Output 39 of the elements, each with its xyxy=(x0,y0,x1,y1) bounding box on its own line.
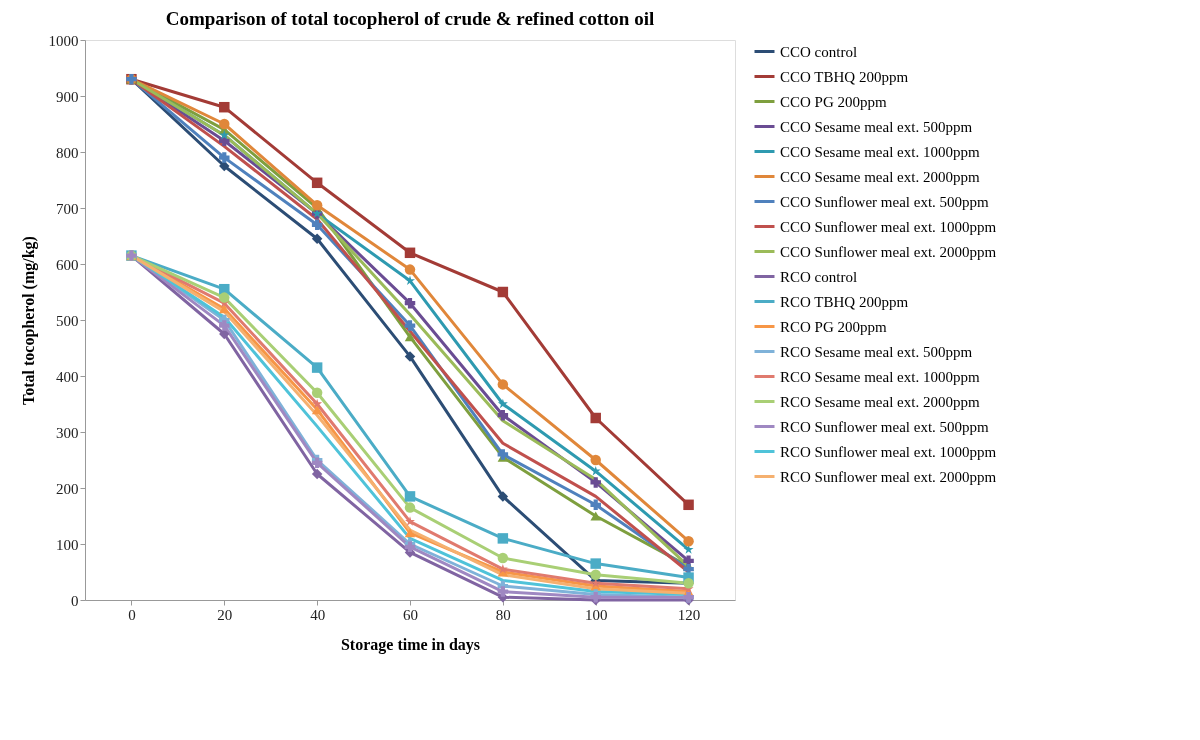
legend-label: CCO Sunflower meal ext. 500ppm xyxy=(780,193,990,210)
legend-label: RCO control xyxy=(780,268,858,285)
legend-label: RCO Sesame meal ext. 1000ppm xyxy=(780,368,980,385)
legend-label: RCO PG 200ppm xyxy=(780,318,888,335)
y-tick-label: 200 xyxy=(56,480,79,497)
legend-label: RCO Sunflower meal ext. 1000ppm xyxy=(780,443,997,460)
y-tick-label: 0 xyxy=(71,592,79,609)
x-tick-label: 100 xyxy=(584,606,608,623)
x-tick-label: 80 xyxy=(495,606,511,623)
legend-label: CCO Sesame meal ext. 2000ppm xyxy=(780,168,980,185)
y-tick-label: 400 xyxy=(56,368,79,385)
legend-label: CCO Sunflower meal ext. 1000ppm xyxy=(780,218,997,235)
y-tick-label: 300 xyxy=(56,424,79,441)
x-tick-label: 40 xyxy=(310,606,326,623)
y-tick-label: 900 xyxy=(56,88,79,105)
legend-label: CCO PG 200ppm xyxy=(780,93,888,110)
legend-label: RCO TBHQ 200ppm xyxy=(780,293,909,310)
x-axis-title: Storage time in days xyxy=(340,635,481,654)
legend-label: RCO Sunflower meal ext. 2000ppm xyxy=(780,468,997,485)
legend-label: CCO Sesame meal ext. 1000ppm xyxy=(780,143,980,160)
y-tick-label: 500 xyxy=(56,312,79,329)
y-tick-label: 1000 xyxy=(48,32,79,49)
legend-label: RCO Sunflower meal ext. 500ppm xyxy=(780,418,990,435)
y-tick-label: 100 xyxy=(56,536,79,553)
x-tick-label: 20 xyxy=(217,606,233,623)
x-tick-label: 0 xyxy=(128,606,136,623)
y-tick-label: 800 xyxy=(56,144,79,161)
legend-label: CCO control xyxy=(780,43,858,60)
y-tick-label: 600 xyxy=(56,256,79,273)
x-tick-label: 60 xyxy=(403,606,418,623)
y-axis-title: Total tocopherol (mg/kg) xyxy=(19,236,38,405)
legend-label: RCO Sesame meal ext. 500ppm xyxy=(780,343,973,360)
legend-label: CCO Sesame meal ext. 500ppm xyxy=(780,118,973,135)
chart-title: Comparison of total tocopherol of crude & refined cotton oil xyxy=(165,8,655,29)
y-tick-label: 700 xyxy=(56,200,79,217)
legend-label: CCO Sunflower meal ext. 2000ppm xyxy=(780,243,997,260)
legend-label: CCO TBHQ 200ppm xyxy=(780,68,909,85)
legend-label: RCO Sesame meal ext. 2000ppm xyxy=(780,393,980,410)
x-tick-label: 120 xyxy=(677,606,701,623)
